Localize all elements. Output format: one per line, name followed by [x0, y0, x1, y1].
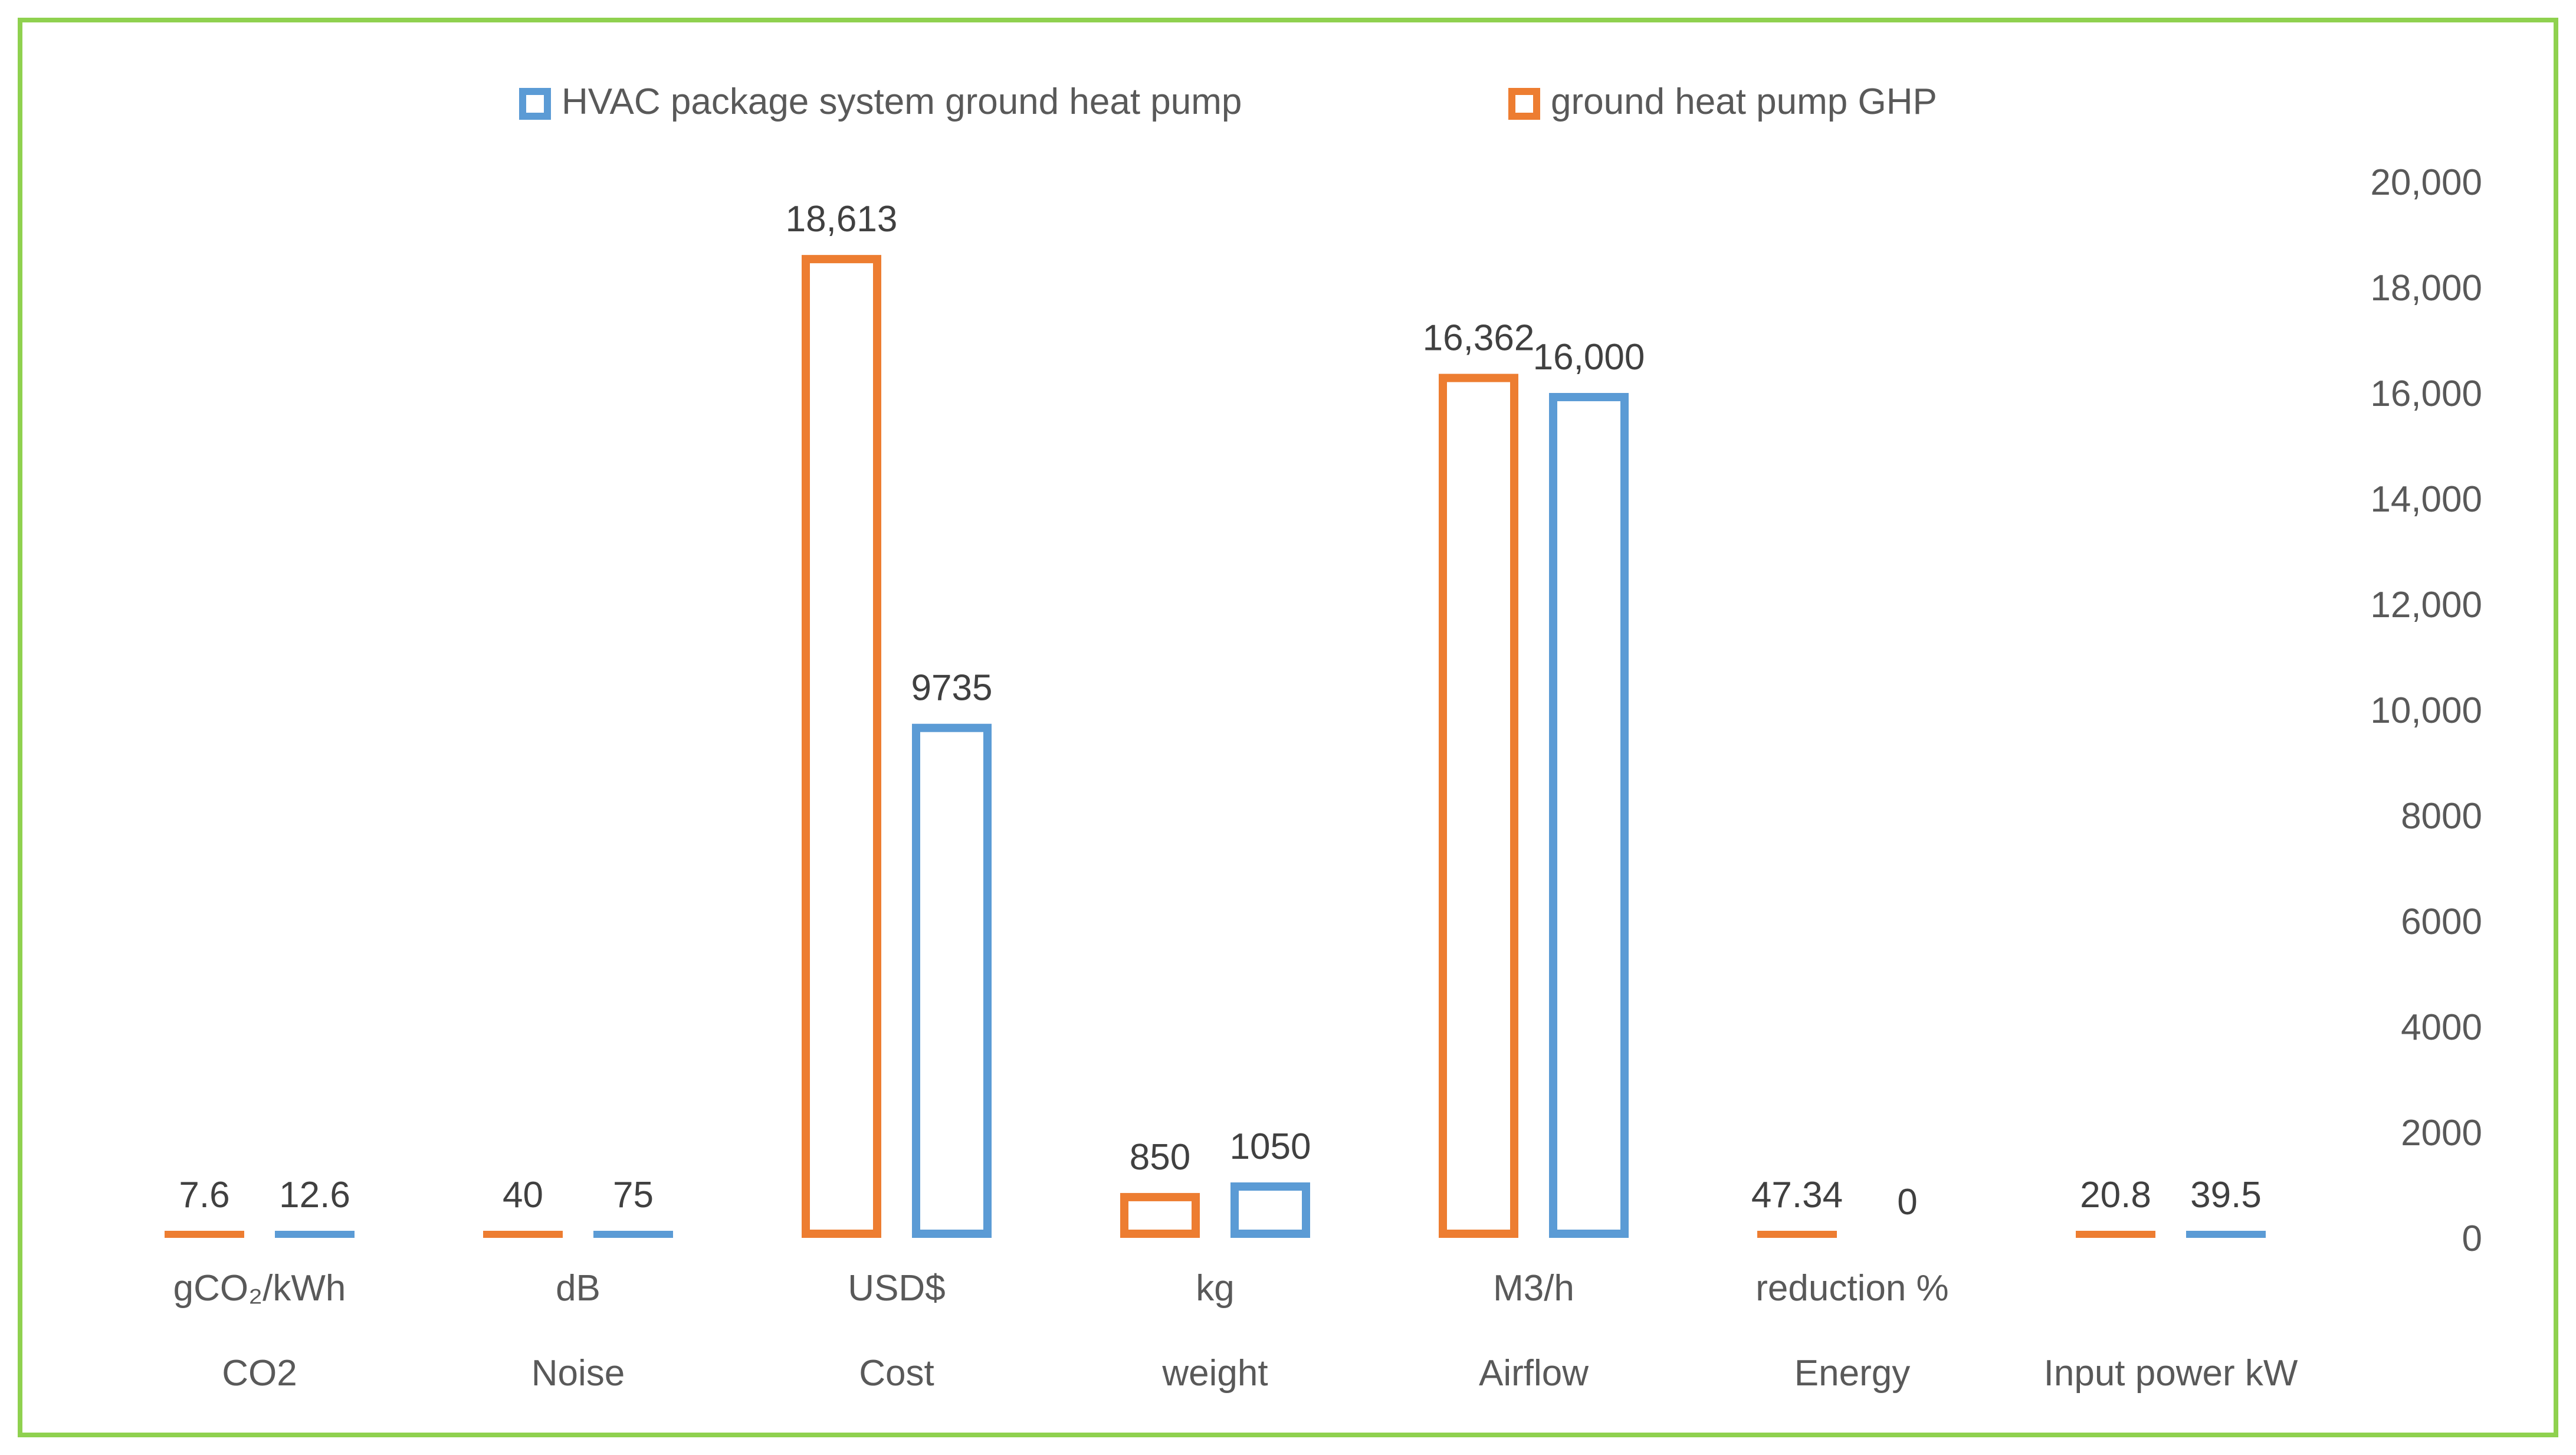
x-category-label: Airflow — [1479, 1353, 1589, 1394]
y-tick-label: 0 — [2462, 1218, 2482, 1259]
x-unit-label: kg — [1196, 1268, 1234, 1309]
bar-group: 0 — [1897, 1182, 1917, 1223]
bar-group: 75 — [593, 1175, 673, 1238]
bar-group: 16,000 — [1533, 337, 1645, 1238]
bar-group: 7.6 — [165, 1175, 244, 1238]
x-unit-label: reduction % — [1755, 1268, 1948, 1309]
x-unit-label: USD$ — [848, 1268, 945, 1309]
x-category-label: Noise — [531, 1353, 625, 1394]
y-tick-label: 4000 — [2401, 1007, 2482, 1048]
bar — [275, 1231, 355, 1238]
bar-group: 20.8 — [2076, 1175, 2155, 1238]
legend-item: HVAC package system ground heat pump — [519, 81, 1242, 122]
bar-group: 47.34 — [1751, 1175, 1843, 1238]
data-label: 40 — [503, 1175, 543, 1215]
x-category-label: Energy — [1794, 1353, 1910, 1394]
bar-group: 1050 — [1230, 1126, 1311, 1238]
data-label: 47.34 — [1751, 1175, 1843, 1215]
bars: 7.6 12.6 40 75 18,613 9735 850 1050 16,36216,000… — [165, 199, 2266, 1238]
bar — [2076, 1231, 2155, 1238]
y-tick-label: 14,000 — [2370, 479, 2482, 520]
x-category-label: CO2 — [222, 1353, 297, 1394]
data-label: 20.8 — [2080, 1175, 2151, 1215]
data-label: 7.6 — [179, 1175, 229, 1215]
chart-frame: HVAC package system ground heat pump grou… — [18, 18, 2558, 1437]
bar-chart: HVAC package system ground heat pump grou… — [165, 81, 2482, 1394]
bar — [912, 723, 992, 1238]
legend-swatch — [1508, 88, 1540, 120]
x-unit-label: gCO₂/kWh — [173, 1268, 346, 1309]
y-tick-label: 16,000 — [2370, 373, 2482, 414]
bar — [165, 1231, 244, 1238]
bar — [593, 1231, 673, 1238]
bar-group: 40 — [483, 1175, 563, 1238]
data-label: 9735 — [911, 668, 993, 709]
y-tick-label: 18,000 — [2370, 268, 2482, 309]
legend-swatch — [519, 88, 551, 120]
data-label: 0 — [1897, 1182, 1917, 1223]
y-axis: 0 2000 4000 6000 8000 10,000 12,000 14,000 16,00… — [2370, 162, 2482, 1259]
bar — [1549, 393, 1629, 1238]
data-label: 16,362 — [1423, 318, 1535, 359]
bar-group: 18,613 — [786, 199, 898, 1238]
bar — [1230, 1182, 1310, 1238]
data-label: 39.5 — [2190, 1175, 2262, 1215]
bar — [1439, 373, 1518, 1238]
data-label: 12.6 — [279, 1175, 350, 1215]
x-category-label: Cost — [859, 1353, 934, 1394]
bar — [2186, 1231, 2266, 1238]
data-label: 1050 — [1230, 1126, 1311, 1167]
y-tick-label: 10,000 — [2370, 690, 2482, 731]
bar — [483, 1231, 563, 1238]
data-label: 75 — [613, 1175, 654, 1215]
bar-group: 850 — [1120, 1137, 1200, 1238]
data-label: 18,613 — [786, 199, 898, 240]
bar — [802, 255, 881, 1238]
legend-label: ground heat pump GHP — [1551, 81, 1937, 122]
bar-group: 16,362 — [1423, 318, 1535, 1238]
bar-group: 9735 — [911, 668, 993, 1238]
y-tick-label: 20,000 — [2370, 162, 2482, 203]
x-unit-label: dB — [556, 1268, 600, 1309]
data-label: 16,000 — [1533, 337, 1645, 378]
x-category-label: Input power kW — [2044, 1353, 2298, 1394]
y-tick-label: 8000 — [2401, 796, 2482, 837]
x-axis: gCO₂/kWh CO2 dB Noise USD$ Cost kg weight M3/h Ai… — [173, 1268, 2298, 1394]
y-tick-label: 2000 — [2401, 1113, 2482, 1153]
bar-group: 12.6 — [275, 1175, 355, 1238]
x-unit-label: M3/h — [1493, 1268, 1574, 1309]
legend-label: HVAC package system ground heat pump — [562, 81, 1242, 122]
data-label: 850 — [1130, 1137, 1190, 1178]
bar — [1120, 1192, 1200, 1238]
legend: HVAC package system ground heat pump grou… — [519, 81, 1937, 122]
bar-group: 39.5 — [2186, 1175, 2266, 1238]
bar — [1757, 1231, 1837, 1238]
legend-item: ground heat pump GHP — [1508, 81, 1937, 122]
y-tick-label: 12,000 — [2370, 585, 2482, 625]
y-tick-label: 6000 — [2401, 902, 2482, 942]
x-category-label: weight — [1161, 1353, 1268, 1394]
